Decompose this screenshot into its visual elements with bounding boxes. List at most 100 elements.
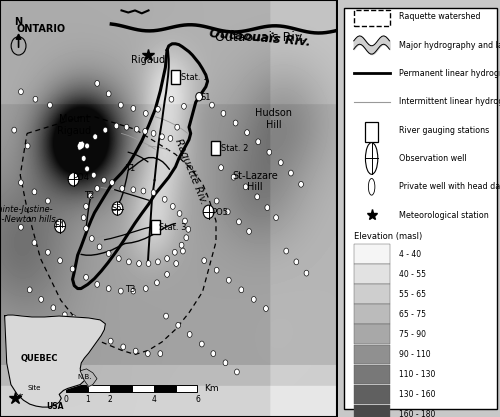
Circle shape: [95, 80, 100, 86]
Circle shape: [84, 203, 88, 209]
Text: Meteorological station: Meteorological station: [399, 211, 489, 220]
Circle shape: [32, 240, 37, 246]
Circle shape: [70, 266, 75, 272]
Bar: [110, 385, 132, 392]
Circle shape: [68, 173, 79, 186]
Circle shape: [366, 143, 378, 174]
Circle shape: [124, 124, 129, 130]
Circle shape: [368, 178, 375, 195]
Text: F4: F4: [54, 221, 64, 230]
Circle shape: [236, 219, 242, 225]
Circle shape: [244, 184, 248, 190]
Circle shape: [144, 111, 148, 116]
Bar: [154, 385, 176, 392]
Bar: [210, 141, 220, 155]
Text: PO4: PO4: [72, 173, 90, 182]
Circle shape: [234, 369, 240, 375]
Text: 110 - 130: 110 - 130: [399, 369, 436, 379]
Circle shape: [54, 219, 66, 233]
Text: 1: 1: [86, 395, 90, 404]
Text: 160 - 180: 160 - 180: [399, 409, 436, 417]
Circle shape: [239, 287, 244, 293]
Polygon shape: [80, 369, 97, 387]
Circle shape: [203, 205, 214, 219]
Circle shape: [118, 288, 123, 294]
Bar: [354, 284, 390, 304]
Circle shape: [95, 281, 100, 287]
Text: Outaouais Riv.: Outaouais Riv.: [208, 27, 311, 48]
Circle shape: [231, 174, 236, 180]
Circle shape: [184, 235, 188, 241]
Circle shape: [82, 215, 86, 221]
Circle shape: [18, 224, 24, 230]
Circle shape: [71, 315, 76, 321]
Bar: [354, 344, 390, 364]
Polygon shape: [4, 315, 105, 407]
Text: Major hydrography and lakes: Major hydrography and lakes: [399, 40, 500, 50]
Circle shape: [116, 256, 121, 261]
Circle shape: [51, 305, 56, 311]
Circle shape: [112, 202, 123, 215]
Circle shape: [278, 160, 283, 166]
Text: T1: T1: [125, 164, 135, 173]
Circle shape: [218, 165, 224, 171]
Circle shape: [154, 280, 160, 286]
Circle shape: [151, 190, 156, 196]
Circle shape: [255, 194, 260, 200]
Text: 2: 2: [108, 395, 112, 404]
Circle shape: [164, 313, 168, 319]
Circle shape: [103, 127, 108, 133]
Circle shape: [298, 181, 304, 187]
Circle shape: [146, 351, 150, 357]
Circle shape: [164, 271, 170, 277]
Circle shape: [186, 226, 190, 232]
Circle shape: [143, 128, 148, 134]
Circle shape: [174, 261, 178, 266]
Bar: [354, 264, 390, 284]
Circle shape: [131, 106, 136, 111]
Circle shape: [168, 136, 173, 141]
Circle shape: [106, 251, 111, 256]
Circle shape: [233, 120, 238, 126]
Circle shape: [264, 306, 268, 311]
Text: 40 - 55: 40 - 55: [399, 269, 426, 279]
Circle shape: [211, 351, 216, 357]
Circle shape: [134, 126, 139, 132]
Circle shape: [46, 249, 51, 255]
Circle shape: [200, 341, 204, 347]
Circle shape: [169, 96, 174, 102]
Text: Elevation (masl): Elevation (masl): [354, 232, 422, 241]
Text: QUEBEC: QUEBEC: [20, 354, 58, 363]
Text: Stat. 1: Stat. 1: [180, 73, 208, 82]
Circle shape: [62, 312, 67, 318]
Text: N.B.: N.B.: [77, 374, 92, 380]
Circle shape: [156, 106, 160, 112]
Circle shape: [288, 170, 294, 176]
Text: 75 - 90: 75 - 90: [399, 329, 426, 339]
Text: 130 - 160: 130 - 160: [399, 389, 436, 399]
Circle shape: [106, 91, 111, 97]
Circle shape: [106, 286, 111, 291]
Circle shape: [121, 344, 126, 350]
Circle shape: [202, 258, 206, 264]
Circle shape: [226, 277, 231, 283]
Bar: [150, 220, 160, 234]
Text: Stat. 3: Stat. 3: [160, 223, 187, 232]
Bar: [354, 244, 390, 264]
Circle shape: [93, 134, 98, 140]
Circle shape: [46, 198, 51, 204]
Circle shape: [84, 274, 88, 280]
Circle shape: [175, 124, 180, 130]
Circle shape: [156, 259, 160, 265]
Circle shape: [84, 166, 89, 172]
Text: Rigaud: Rigaud: [132, 55, 166, 65]
Bar: [88, 385, 110, 392]
Text: Mount
Rigaud: Mount Rigaud: [57, 114, 92, 136]
Circle shape: [252, 296, 256, 302]
Circle shape: [110, 180, 114, 186]
Text: Site: Site: [18, 385, 41, 397]
Text: ONTARIO: ONTARIO: [17, 24, 66, 34]
Text: St-Lazare
Hill: St-Lazare Hill: [232, 171, 278, 192]
Text: 4: 4: [151, 395, 156, 404]
Text: Hudson
Hill: Hudson Hill: [255, 108, 292, 130]
